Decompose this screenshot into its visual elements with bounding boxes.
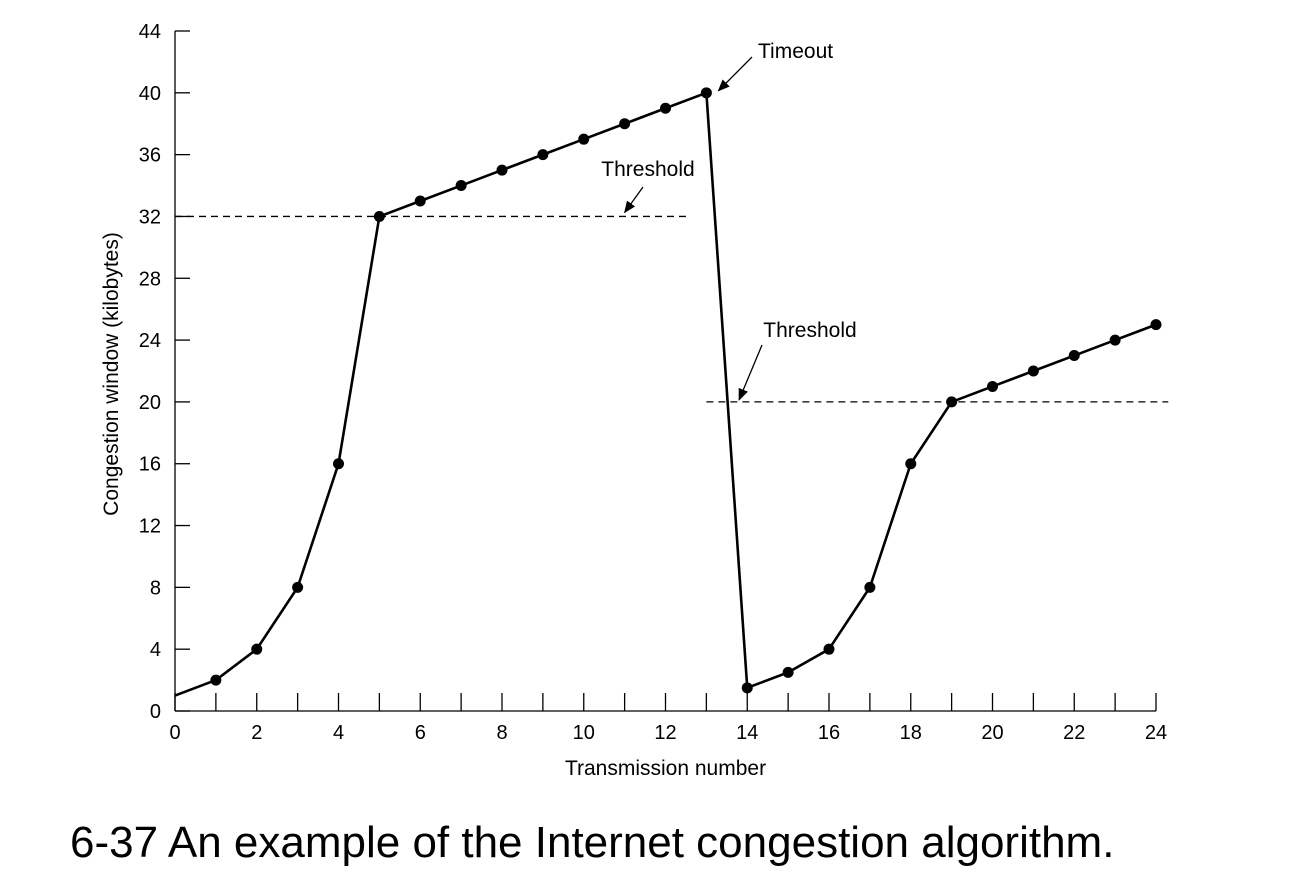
annotation-arrow [717, 56, 753, 92]
annotations: Timeout Threshold Threshold [601, 40, 857, 401]
data-point [782, 666, 794, 678]
data-point [823, 643, 835, 655]
data-point [333, 458, 344, 470]
data-point [660, 102, 671, 114]
x-tick-label: 20 [981, 722, 1003, 744]
data-point [905, 458, 917, 470]
data-point [946, 396, 958, 408]
y-axis-title: Congestion window (kilobytes) [100, 232, 123, 516]
data-point [1150, 319, 1162, 331]
x-tick-label: 16 [818, 722, 840, 744]
data-point [864, 581, 876, 593]
data-point [496, 164, 508, 176]
x-tick-label: 14 [736, 722, 758, 744]
data-point [537, 149, 549, 161]
data-point [210, 674, 222, 686]
y-tick-label: 12 [139, 516, 161, 538]
y-tick-label: 8 [150, 577, 161, 599]
annotation-arrow [624, 186, 644, 214]
y-tick-label: 16 [139, 454, 161, 476]
figure-caption: 6-37 An example of the Internet congesti… [70, 818, 1115, 867]
x-tick-label: 2 [251, 722, 262, 744]
x-tick-label: 22 [1063, 722, 1085, 744]
data-point [1109, 334, 1121, 346]
y-tick-label: 40 [139, 83, 161, 105]
y-tick-label: 44 [139, 21, 161, 43]
x-tick-label: 0 [169, 722, 180, 744]
x-tick-label: 18 [900, 722, 922, 744]
series-line [174, 91, 1157, 697]
y-tick-label: 32 [139, 206, 161, 228]
data-point [373, 210, 385, 222]
annotation-label: Threshold [601, 158, 694, 181]
x-axis-title: Transmission number [565, 757, 766, 780]
data-point [292, 581, 304, 593]
y-tick-label: 28 [139, 268, 161, 290]
data-point [414, 195, 426, 207]
data-point [619, 118, 631, 130]
x-tick-label: 24 [1145, 722, 1167, 744]
data-point [455, 180, 467, 192]
y-tick-label: 36 [139, 145, 161, 167]
data-point [741, 682, 753, 694]
y-tick-label: 24 [139, 330, 161, 352]
data-point [578, 133, 590, 145]
data-point [987, 380, 998, 392]
x-tick-label: 8 [496, 722, 507, 744]
x-tick-label: 4 [333, 722, 344, 744]
x-tick-label: 12 [654, 722, 676, 744]
data-series [174, 87, 1162, 697]
data-point [1068, 350, 1080, 362]
y-tick-label: 0 [150, 701, 161, 723]
annotation-label: Timeout [758, 40, 833, 63]
threshold-lines [175, 215, 1169, 403]
y-tick-label: 20 [139, 392, 161, 414]
data-point [700, 87, 712, 99]
y-tick-label: 4 [150, 639, 161, 661]
data-point [251, 643, 263, 655]
x-tick-label: 6 [415, 722, 426, 744]
x-tick-label: 10 [573, 722, 595, 744]
data-point [1027, 365, 1039, 377]
annotation-arrow [738, 344, 763, 401]
annotation-label: Threshold [763, 319, 856, 342]
